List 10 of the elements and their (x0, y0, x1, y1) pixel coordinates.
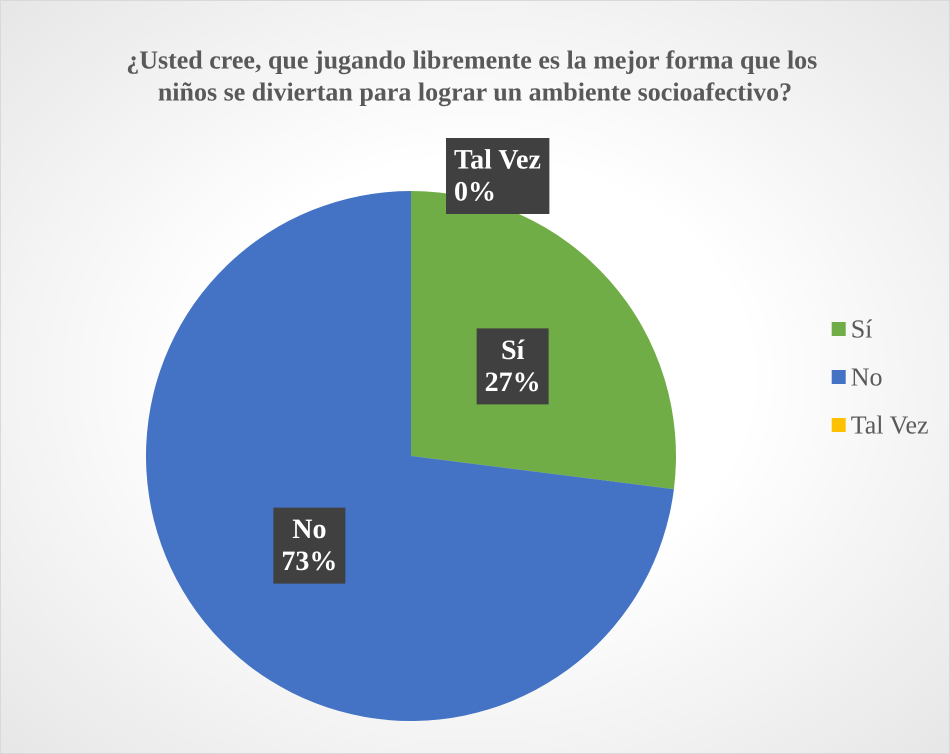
data-label: 27% (484, 366, 541, 398)
slice-label: Sí (500, 334, 526, 366)
category-label: Tal Vez (454, 144, 541, 176)
legend-label: Sí (850, 314, 872, 344)
slice-label: No (292, 514, 326, 546)
data-label: 73% (281, 546, 338, 578)
chart-title: ¿Usted cree, que jugando libremente es la mejor forma que los niños se diviertan para lograr un ambiente socioafectivo? (126, 46, 824, 106)
legend-label: Tal Vez (850, 410, 929, 440)
legend-label: No (850, 362, 882, 392)
text: 0% (454, 176, 496, 208)
